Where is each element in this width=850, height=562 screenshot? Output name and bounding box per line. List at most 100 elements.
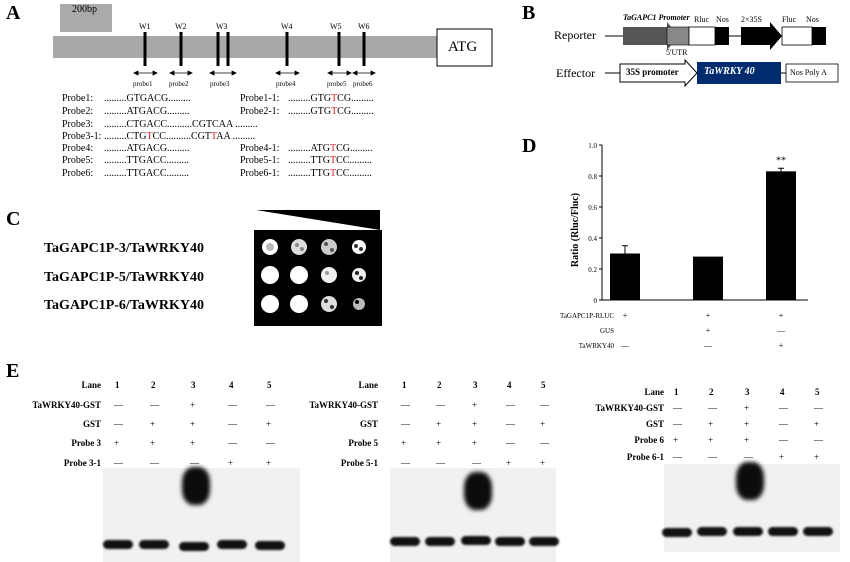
- gel-mark: +: [540, 419, 546, 429]
- site-w5: W5: [330, 22, 342, 31]
- free-probe-band: [139, 540, 169, 549]
- promoter-map: [53, 4, 493, 76]
- promoter-label: TaGAPC1 Promoter: [623, 13, 690, 22]
- gel-mark: —: [150, 458, 159, 468]
- spot-row-3: [261, 295, 365, 313]
- y-tick-label: 1.0: [588, 142, 597, 150]
- gel-row-label: TaWRKY40-GST: [309, 400, 378, 410]
- site-w1: W1: [139, 22, 151, 31]
- probe-tag-4: probe4: [276, 80, 296, 88]
- wbox-sites: [143, 32, 366, 66]
- bar-3: [766, 171, 796, 300]
- free-probe-band: [255, 541, 285, 550]
- free-probe-band: [697, 527, 727, 536]
- significance-mark: **: [776, 155, 786, 166]
- probe-tag-5: probe5: [327, 80, 347, 88]
- site-w4: W4: [281, 22, 293, 31]
- gel-mark: —: [673, 403, 682, 413]
- gel-mark: —: [814, 435, 823, 445]
- probe4-seq: .........ATGACG.........: [104, 143, 190, 154]
- gene-box: [697, 62, 781, 84]
- yeast-row-label-2: TaGAPC1P-5/TaWRKY40: [44, 270, 204, 285]
- free-probe-band: [529, 537, 559, 546]
- shifted-complex-band: [182, 467, 210, 505]
- gel-row-label: TaWRKY40-GST: [595, 403, 664, 413]
- gel-mark: +: [266, 458, 272, 468]
- free-probe-band: [733, 527, 763, 536]
- gel-mark: —: [190, 458, 199, 468]
- atg-label: ATG: [448, 39, 478, 55]
- scale-label: 200bp: [72, 4, 97, 15]
- gel-mark: —: [436, 458, 445, 468]
- nospolya-label: Nos Poly A: [790, 68, 827, 77]
- lane-number: 4: [229, 380, 234, 390]
- gel-mark: —: [744, 452, 753, 462]
- bar-1: [610, 253, 640, 300]
- treatment-label: TaWRKY40: [579, 342, 615, 350]
- nos1-label: Nos: [716, 15, 729, 24]
- lane-number: 5: [541, 380, 546, 390]
- shifted-complex-band: [464, 472, 492, 510]
- gel-mark: +: [150, 419, 156, 429]
- free-probe-band: [390, 537, 420, 546]
- gel-mark: +: [814, 452, 820, 462]
- gel-mark: +: [472, 438, 478, 448]
- nos2-label: Nos: [806, 15, 819, 24]
- gel-mark: —: [708, 452, 717, 462]
- gel-mark: —: [779, 435, 788, 445]
- probe1-1-name: Probe1-1:: [240, 93, 280, 104]
- free-probe-band: [662, 528, 692, 537]
- gel-mark: —: [114, 400, 123, 410]
- treatment-mark: +: [779, 311, 784, 320]
- shifted-complex-band: [736, 462, 764, 500]
- fluc-box: [781, 26, 813, 46]
- treatment-mark: —: [620, 341, 630, 350]
- probe-tag-1: probe1: [133, 80, 153, 88]
- gel-row-label: Probe 6-1: [626, 452, 664, 462]
- probe5-name: Probe5:: [62, 155, 94, 166]
- probe1-1-seq: .........GTGTCG.........: [288, 93, 374, 104]
- gel-mark: +: [779, 452, 785, 462]
- probe6-1-seq: .........TTGTCC.........: [288, 168, 372, 179]
- rluc-box: [688, 26, 716, 46]
- gel-mark: +: [401, 438, 407, 448]
- p35x2-label: 2×35S: [741, 15, 762, 24]
- y-axis-label: Ratio (Rluc/Fluc): [570, 193, 581, 267]
- probe-tag-6: probe6: [353, 80, 373, 88]
- probe2-name: Probe2:: [62, 106, 94, 117]
- gel-mark: —: [266, 400, 275, 410]
- gel-mark: —: [114, 458, 123, 468]
- gel-row-label: Probe 3: [71, 438, 101, 448]
- probe2-1-seq: .........GTGTCG.........: [288, 106, 374, 117]
- gel-mark: —: [708, 403, 717, 413]
- nos1-box: [715, 27, 729, 45]
- gel-mark: +: [708, 435, 714, 445]
- gel-mark: —: [401, 458, 410, 468]
- gel-mark: —: [472, 458, 481, 468]
- treatment-mark: +: [706, 311, 711, 320]
- gel-mark: +: [150, 438, 156, 448]
- y-tick-label: 0.8: [588, 173, 597, 181]
- site-w6: W6: [358, 22, 370, 31]
- panel-label-a: A: [6, 2, 21, 24]
- gel-mark: —: [228, 419, 237, 429]
- promoter-arrow: [623, 22, 679, 50]
- treatment-mark: +: [706, 326, 711, 335]
- p35x2-arrow: [741, 22, 782, 50]
- lane-number: 5: [267, 380, 272, 390]
- free-probe-band: [425, 537, 455, 546]
- free-probe-band: [179, 542, 209, 551]
- gel-mark: +: [190, 419, 196, 429]
- gel-mark: +: [114, 438, 120, 448]
- spot-row-1: [262, 239, 366, 255]
- panel-label-d: D: [522, 135, 537, 157]
- lane-number: 1: [674, 387, 679, 397]
- gel-mark: —: [814, 403, 823, 413]
- gel-mark: +: [436, 438, 442, 448]
- effector-label: Effector: [556, 66, 596, 80]
- probe3-1-name: Probe3-1:: [62, 131, 102, 142]
- gel-mark: —: [401, 419, 410, 429]
- probe6-1-name: Probe6-1:: [240, 168, 280, 179]
- probe-tag-3: probe3: [210, 80, 230, 88]
- gel-mark: —: [506, 400, 515, 410]
